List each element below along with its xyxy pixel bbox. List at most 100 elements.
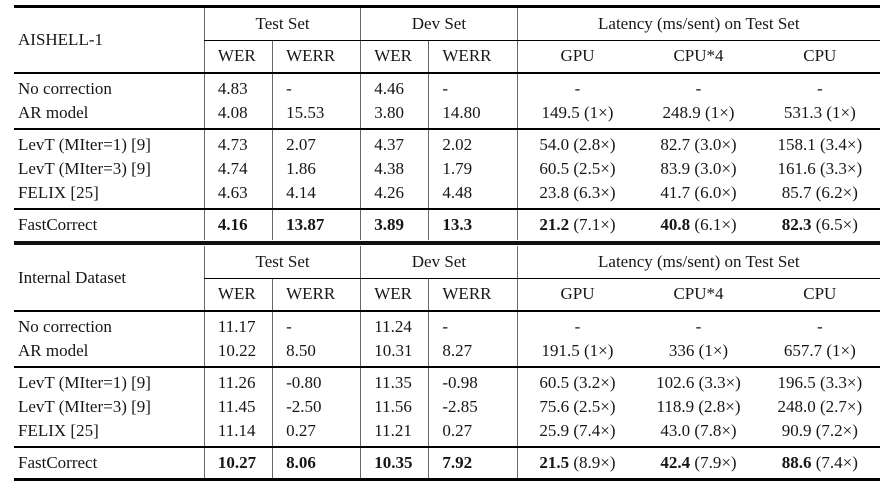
wer-cell: 11.14: [203, 419, 273, 447]
latency-multiplier: (3.2×): [573, 373, 616, 392]
wer-cell: -0.98: [428, 366, 518, 395]
latency-cell: 82.3 (6.5×): [759, 208, 880, 240]
wer-cell: 4.46: [360, 73, 429, 101]
latency-value: -: [574, 317, 581, 336]
latency-value: 248.9: [662, 103, 701, 122]
latency-value: 21.2: [539, 215, 570, 234]
table-row: LevT (MIter=3) [9] 11.45 -2.50 11.56 -2.85 75…: [14, 395, 880, 419]
table-row: LevT (MIter=1) [9] 4.73 2.07 4.37 2.02 54.0 (…: [14, 128, 880, 157]
column-header-werr: WERR: [272, 40, 361, 74]
row-label: AR model: [18, 341, 89, 360]
latency-multiplier: (6.0×): [694, 183, 737, 202]
latency-multiplier: (6.1×): [694, 215, 737, 234]
wer-cell: 11.24: [360, 311, 429, 339]
group-header-dev-set: Dev Set: [360, 8, 518, 41]
latency-value: 149.5: [541, 103, 580, 122]
latency-value: 75.6: [539, 397, 570, 416]
latency-value: 60.5: [539, 373, 570, 392]
latency-cell: 60.5 (2.5×): [516, 157, 638, 181]
column-header-werr: WERR: [272, 278, 361, 312]
wer-cell: 0.27: [272, 419, 361, 447]
latency-cell: 54.0 (2.8×): [516, 128, 638, 157]
latency-value: 21.5: [539, 453, 570, 472]
bottom-rule: [14, 478, 880, 481]
wer-cell: -2.50: [272, 395, 361, 419]
latency-cell: 60.5 (3.2×): [516, 366, 638, 395]
group-header-test-set: Test Set: [203, 8, 361, 41]
latency-cell: 83.9 (3.0×): [637, 157, 759, 181]
latency-cell: 149.5 (1×): [516, 101, 638, 129]
wer-cell: -: [272, 73, 361, 101]
wer-cell: 0.27: [428, 419, 518, 447]
latency-cell: 21.2 (7.1×): [516, 208, 638, 240]
wer-cell: 10.35: [360, 446, 429, 478]
column-header-werr: WERR: [428, 278, 518, 312]
latency-cell: 102.6 (3.3×): [637, 366, 760, 395]
wer-cell: -: [272, 311, 361, 339]
row-label: FELIX [25]: [18, 421, 99, 440]
wer-cell: 11.17: [203, 311, 273, 339]
latency-multiplier: (7.2×): [815, 421, 858, 440]
wer-cell: 1.79: [428, 157, 518, 181]
column-header-row: WER WERR WER WERR GPU CPU*4 CPU: [14, 278, 880, 312]
latency-value: -: [695, 79, 702, 98]
wer-cell: 13.87: [272, 208, 361, 240]
latency-multiplier: (2.5×): [573, 159, 616, 178]
latency-value: 657.7: [783, 341, 823, 360]
wer-cell: 4.16: [203, 208, 273, 240]
wer-cell: 2.07: [272, 128, 361, 157]
top-rule: [14, 5, 880, 8]
wer-cell: 4.38: [360, 157, 429, 181]
column-header-wer: WER: [203, 40, 273, 74]
latency-multiplier: (1×): [705, 103, 735, 122]
table-row: FastCorrect 4.16 13.87 3.89 13.3 21.2 (7.1×) 4…: [14, 208, 880, 240]
latency-cell: 196.5 (3.3×): [759, 366, 880, 395]
latency-multiplier: (3.3×): [698, 373, 741, 392]
wer-cell: 11.56: [360, 395, 429, 419]
latency-value: 118.9: [656, 397, 695, 416]
wer-cell: 7.92: [428, 446, 518, 478]
latency-multiplier: (3.0×): [694, 159, 737, 178]
table-row: No correction 4.83-4.46- - - -: [14, 73, 880, 101]
wer-cell: 11.35: [360, 366, 429, 395]
latency-multiplier: (1×): [584, 341, 614, 360]
table-row: LevT (MIter=3) [9] 4.74 1.86 4.38 1.79 60.5 (…: [14, 157, 880, 181]
latency-multiplier: (1×): [698, 341, 729, 360]
latency-multiplier: (6.5×): [815, 215, 858, 234]
column-header-cpu: CPU: [759, 40, 880, 74]
latency-multiplier: (2.8×): [573, 135, 616, 154]
wer-cell: 4.14: [272, 181, 361, 209]
latency-value: 54.0: [539, 135, 570, 154]
column-header-wer: WER: [360, 40, 429, 74]
latency-cell: -: [637, 311, 759, 339]
wer-cell: 10.27: [203, 446, 273, 478]
latency-value: 23.8: [539, 183, 570, 202]
group-header-row: AISHELL-1 Test Set Dev Set Latency (ms/sent…: [14, 8, 880, 74]
wer-cell: 11.45: [203, 395, 273, 419]
latency-multiplier: (8.9×): [573, 453, 616, 472]
latency-multiplier: (3.0×): [694, 135, 737, 154]
latency-value: 336: [668, 341, 695, 360]
latency-cell: 40.8 (6.1×): [637, 208, 760, 240]
column-header-wer: WER: [360, 278, 429, 312]
wer-cell: 14.80: [428, 101, 518, 129]
table-row: AR model 4.08 15.53 3.80 14.80 149.5 (1×) 248.…: [14, 101, 880, 129]
latency-value: 82.7: [660, 135, 691, 154]
row-label: LevT (MIter=3) [9]: [18, 159, 151, 178]
wer-cell: 8.27: [428, 339, 518, 367]
wer-cell: 3.80: [360, 101, 429, 129]
wer-cell: -0.80: [272, 366, 361, 395]
latency-cell: 657.7 (1×): [760, 339, 880, 367]
latency-multiplier: (1×): [826, 341, 856, 360]
latency-cell: 531.3 (1×): [760, 101, 880, 129]
latency-multiplier: (6.3×): [573, 183, 616, 202]
column-header-cpu: CPU: [759, 278, 880, 312]
wer-cell: 1.86: [272, 157, 361, 181]
latency-cell: 248.9 (1×): [637, 101, 759, 129]
table-row: FELIX [25] 4.63 4.14 4.26 4.48 23.8 (6.3×) 41.…: [14, 181, 880, 209]
wer-cell: 4.26: [360, 181, 429, 209]
latency-value: -: [695, 317, 702, 336]
column-header-gpu: GPU: [516, 278, 638, 312]
latency-cell: 85.7 (6.2×): [760, 181, 880, 209]
latency-value: 85.7: [781, 183, 812, 202]
